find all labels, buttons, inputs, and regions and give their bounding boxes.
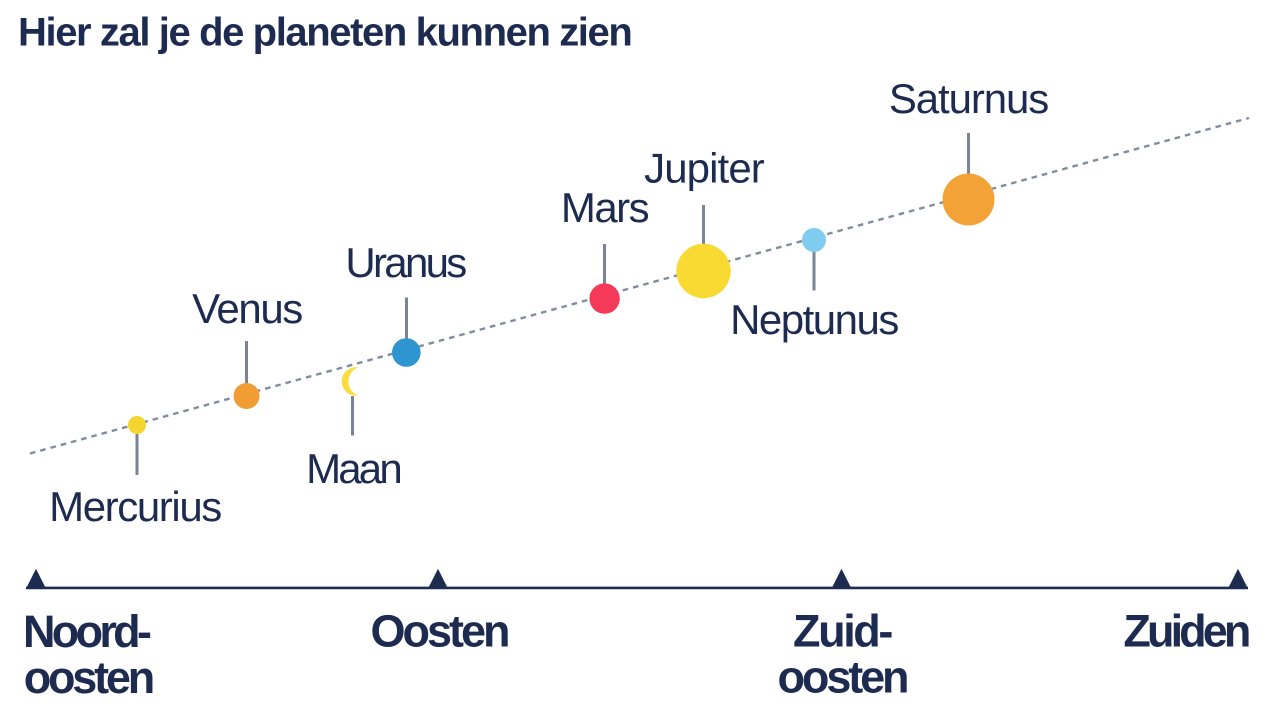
svg-text:Venus: Venus: [192, 285, 302, 332]
svg-text:Uranus: Uranus: [345, 239, 466, 286]
svg-text:Hier zal je de planeten kunnen: Hier zal je de planeten kunnen zien: [18, 11, 631, 55]
svg-text:Mars: Mars: [561, 184, 649, 231]
svg-text:Saturnus: Saturnus: [889, 75, 1048, 122]
svg-text:Jupiter: Jupiter: [644, 145, 765, 192]
svg-text:oosten: oosten: [778, 652, 908, 703]
svg-text:Noord-: Noord-: [23, 606, 151, 657]
svg-text:Mercurius: Mercurius: [49, 483, 221, 530]
svg-text:oosten: oosten: [24, 652, 153, 703]
svg-text:Neptunus: Neptunus: [730, 296, 898, 343]
svg-text:Oosten: Oosten: [370, 605, 508, 656]
svg-text:Zuid-: Zuid-: [793, 605, 892, 656]
svg-text:Zuiden: Zuiden: [1123, 605, 1248, 656]
svg-text:Maan: Maan: [306, 445, 400, 492]
